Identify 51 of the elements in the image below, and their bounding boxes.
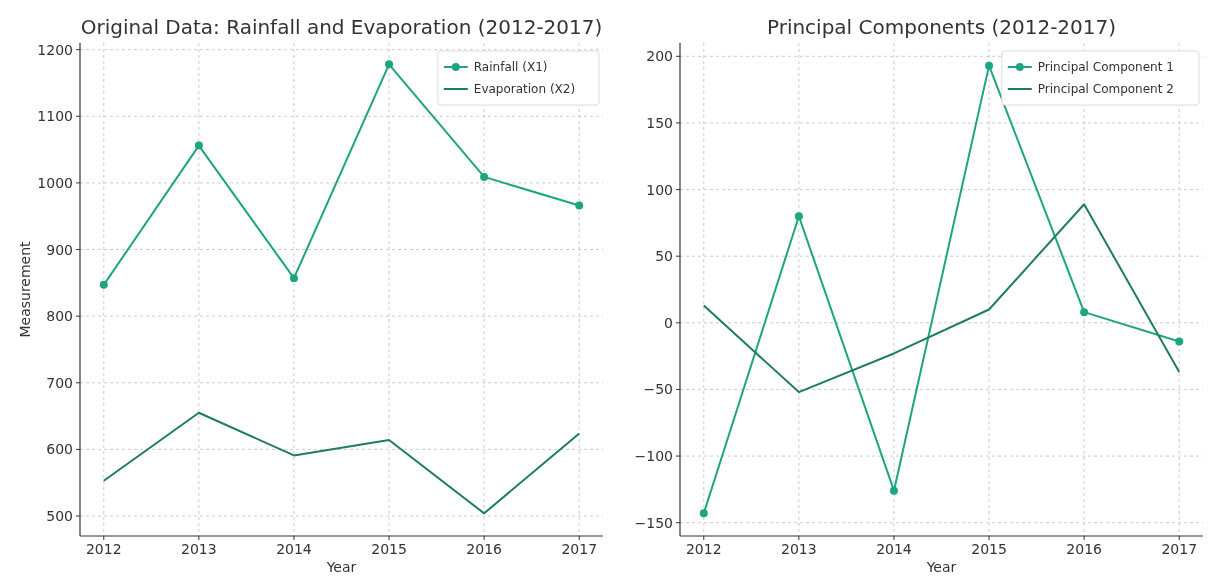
y-tick-label: 150 <box>646 114 673 131</box>
point <box>889 486 898 495</box>
chart-title: Principal Components (2012-2017) <box>766 15 1117 39</box>
x-tick-label: 2015 <box>371 541 407 557</box>
point <box>699 509 708 518</box>
chart-title: Original Data: Rainfall and Evaporation (2012-2017) <box>80 15 603 39</box>
point <box>794 212 803 221</box>
y-tick-label: 100 <box>646 181 673 198</box>
y-tick-label: 800 <box>46 308 73 325</box>
y-tick-label: −100 <box>634 448 673 465</box>
y-tick-label: 50 <box>655 248 673 265</box>
point <box>289 274 298 283</box>
x-tick-label: 2013 <box>181 541 217 557</box>
point <box>1175 337 1184 346</box>
legend-label: Principal Component 1 <box>1037 60 1174 74</box>
point <box>575 201 584 210</box>
y-tick-label: 700 <box>46 374 73 391</box>
y-tick-label: 1100 <box>37 108 73 125</box>
y-tick-label: 0 <box>664 314 673 331</box>
legend-label: Rainfall (X1) <box>473 60 548 74</box>
y-tick-label: 600 <box>46 441 73 458</box>
y-tick-label: 500 <box>46 508 73 525</box>
x-tick-label: 2012 <box>685 541 722 557</box>
line-series <box>102 411 581 515</box>
x-tick-label: 2012 <box>85 541 122 557</box>
x-axis-title: Year <box>325 559 357 575</box>
y-tick-label: 900 <box>46 241 73 258</box>
x-tick-label: 2016 <box>466 541 503 557</box>
point <box>985 61 994 70</box>
y-axis-title: Measurement <box>17 240 33 338</box>
point <box>385 60 394 69</box>
x-tick-label: 2014 <box>876 541 912 557</box>
x-tick-label: 2013 <box>781 541 817 557</box>
point <box>480 172 489 181</box>
y-tick-label: −150 <box>634 514 673 531</box>
x-tick-label: 2017 <box>561 541 598 557</box>
line-series <box>702 203 1181 394</box>
y-tick-label: 1200 <box>37 41 73 58</box>
legend-label: Evaporation (X2) <box>473 82 576 96</box>
point <box>1080 308 1089 317</box>
x-tick-label: 2014 <box>276 541 312 557</box>
x-tick-label: 2016 <box>1066 541 1103 557</box>
y-tick-label: 200 <box>646 48 673 65</box>
y-tick-label: 1000 <box>37 174 73 191</box>
x-tick-label: 2017 <box>1161 541 1198 557</box>
point <box>99 280 108 289</box>
x-axis-title: Year <box>925 559 957 575</box>
y-tick-label: −50 <box>643 381 673 398</box>
point <box>194 141 203 150</box>
x-tick-label: 2015 <box>971 541 1007 557</box>
legend-label: Principal Component 2 <box>1037 82 1174 96</box>
